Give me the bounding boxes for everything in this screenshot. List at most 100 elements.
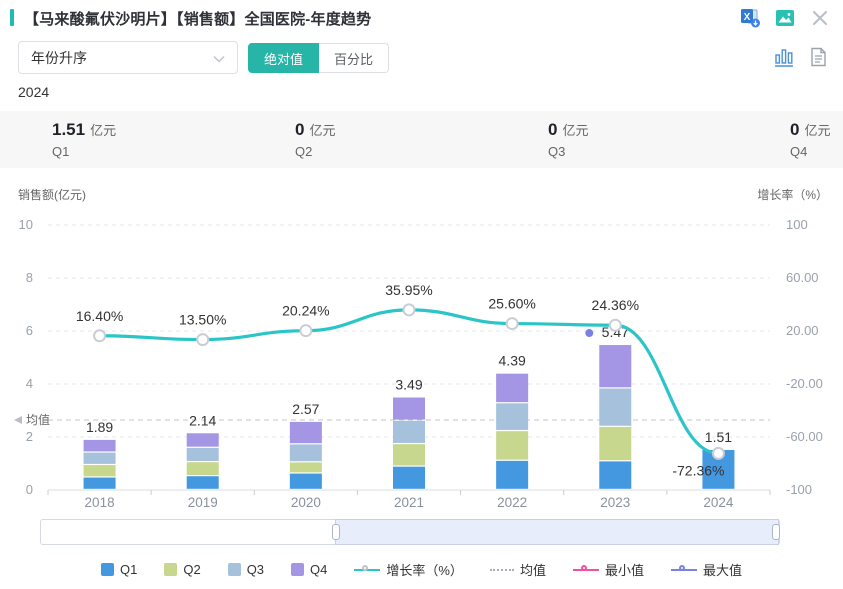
right-axis-title: 增长率（%）: [757, 188, 828, 202]
bar-segment-2022-Q2[interactable]: [496, 431, 529, 460]
bar-segment-2019-Q1[interactable]: [186, 476, 219, 489]
image-export-icon[interactable]: [774, 7, 796, 29]
growth-label-2019: 13.50%: [179, 312, 226, 328]
mean-line-label: 均值: [26, 412, 50, 427]
left-axis-title: 销售额(亿元): [18, 188, 86, 202]
bar-segment-2023-Q4[interactable]: [599, 345, 632, 388]
summary-q4-label: Q4: [790, 144, 808, 159]
summary-q3-unit: 亿元: [562, 123, 589, 138]
legend-item-growth-rate[interactable]: 增长率（%）: [354, 560, 463, 579]
bar-segment-2019-Q4[interactable]: [186, 433, 219, 447]
growth-point-2019[interactable]: [196, 333, 210, 347]
right-axis-tick: -100: [786, 482, 812, 497]
growth-label-2020: 20.24%: [282, 303, 329, 319]
view-switch-icons: [773, 46, 829, 68]
legend-label: Q2: [183, 562, 201, 577]
growth-point-2024[interactable]: [711, 446, 725, 460]
bar-segment-2018-Q1[interactable]: [83, 477, 116, 489]
percentage-button[interactable]: 百分比: [319, 43, 390, 73]
x-axis-label-2020: 2020: [291, 495, 321, 510]
growth-point-2022[interactable]: [505, 317, 519, 331]
quarterly-summary-strip: 1.51 亿元 Q1 0 亿元 Q2 0 亿元 Q3 0 亿元 Q4: [0, 111, 843, 168]
left-axis-tick: 8: [26, 270, 33, 285]
report-view-icon[interactable]: [807, 46, 829, 68]
right-axis-tick: 60.00: [786, 270, 819, 285]
bar-segment-2020-Q3[interactable]: [289, 444, 322, 462]
legend-square-icon: [291, 563, 305, 576]
growth-point-2018[interactable]: [93, 329, 107, 343]
summary-q3-label: Q3: [548, 144, 566, 159]
bar-segment-2018-Q3[interactable]: [83, 452, 116, 464]
summary-q4-value: 0: [790, 120, 800, 139]
legend-item-max-value[interactable]: 最大值: [670, 560, 742, 579]
chevron-down-icon: [213, 50, 225, 66]
bar-segment-2023-Q1[interactable]: [599, 461, 632, 489]
bar-total-label-2018: 1.89: [86, 419, 113, 435]
bar-total-label-2023: 5.47: [602, 324, 629, 340]
data-zoom-window[interactable]: [335, 519, 779, 545]
bar-segment-2023-Q2[interactable]: [599, 426, 632, 461]
growth-point-2020[interactable]: [299, 324, 313, 338]
legend-item-mean[interactable]: 均值: [489, 560, 546, 579]
legend-label: 均值: [519, 563, 546, 578]
left-axis-tick: 10: [19, 217, 33, 232]
x-axis-label-2024: 2024: [703, 495, 734, 510]
summary-q4-unit: 亿元: [804, 123, 831, 138]
legend-item-q2[interactable]: Q2: [164, 562, 201, 577]
growth-point-2021[interactable]: [402, 303, 416, 317]
bar-segment-2018-Q2[interactable]: [83, 465, 116, 477]
summary-q2-value: 0: [295, 120, 305, 139]
excel-export-icon[interactable]: X: [739, 7, 761, 29]
bar-segment-2022-Q3[interactable]: [496, 403, 529, 430]
bar-segment-2020-Q1[interactable]: [289, 473, 322, 489]
value-mode-toggle: 绝对值 百分比: [248, 43, 390, 73]
growth-point-2023[interactable]: [608, 318, 622, 332]
legend-line-circle-icon: [572, 564, 599, 576]
legend-square-icon: [227, 563, 241, 576]
bar-segment-2021-Q1[interactable]: [393, 466, 425, 489]
mean-line-marker: [14, 416, 22, 425]
data-zoom-right-handle[interactable]: [772, 524, 780, 540]
legend-item-q3[interactable]: Q3: [227, 562, 265, 577]
bar-segment-2021-Q4[interactable]: [393, 397, 425, 420]
bar-segment-2019-Q3[interactable]: [186, 447, 219, 461]
legend-square-icon: [101, 563, 114, 576]
absolute-value-button[interactable]: 绝对值: [248, 43, 320, 73]
legend-label: Q3: [246, 562, 265, 577]
left-axis-tick: 6: [26, 323, 33, 338]
chart-legend: Q1 Q2 Q3 Q4 增长率（%） 均值 最小值 最大值: [0, 560, 843, 579]
bar-segment-2022-Q1[interactable]: [496, 460, 529, 489]
x-axis-label-2023: 2023: [600, 495, 630, 510]
bar-segment-2019-Q2[interactable]: [186, 462, 219, 476]
legend-label: 最大值: [702, 563, 742, 578]
summary-q4: 0 亿元 Q4: [790, 120, 830, 159]
chart-view-icon[interactable]: [773, 46, 795, 68]
legend-item-q1[interactable]: Q1: [101, 562, 137, 577]
right-axis-tick: 100: [786, 217, 808, 232]
legend-square-icon: [164, 563, 178, 576]
data-zoom-track[interactable]: [40, 519, 780, 545]
close-icon[interactable]: [809, 7, 831, 29]
legend-item-q4[interactable]: Q4: [291, 562, 327, 577]
legend-label: Q4: [310, 562, 328, 577]
summary-q2-unit: 亿元: [309, 123, 336, 138]
bar-segment-2022-Q4[interactable]: [496, 373, 529, 403]
bar-segment-2020-Q2[interactable]: [289, 462, 322, 473]
growth-label-2023: 24.36%: [592, 297, 639, 313]
summary-q3: 0 亿元 Q3: [548, 120, 588, 159]
growth-label-2022: 25.60%: [488, 296, 535, 312]
bar-segment-2020-Q4[interactable]: [289, 421, 322, 444]
legend-item-min-value[interactable]: 最小值: [572, 560, 644, 579]
bar-total-label-2021: 3.49: [395, 377, 422, 393]
bar-segment-2018-Q4[interactable]: [83, 439, 116, 452]
bar-total-label-2022: 4.39: [499, 353, 526, 369]
bar-segment-2021-Q2[interactable]: [393, 444, 425, 466]
bar-segment-2021-Q3[interactable]: [393, 420, 425, 443]
bar-segment-2023-Q3[interactable]: [599, 388, 632, 426]
left-axis-tick: 4: [26, 376, 33, 391]
left-axis-tick: 2: [26, 429, 33, 444]
data-zoom-left-handle[interactable]: [332, 524, 340, 540]
x-axis-label-2018: 2018: [85, 495, 115, 510]
bar-total-label-2020: 2.57: [292, 401, 319, 417]
sort-order-dropdown[interactable]: 年份升序: [18, 41, 238, 74]
